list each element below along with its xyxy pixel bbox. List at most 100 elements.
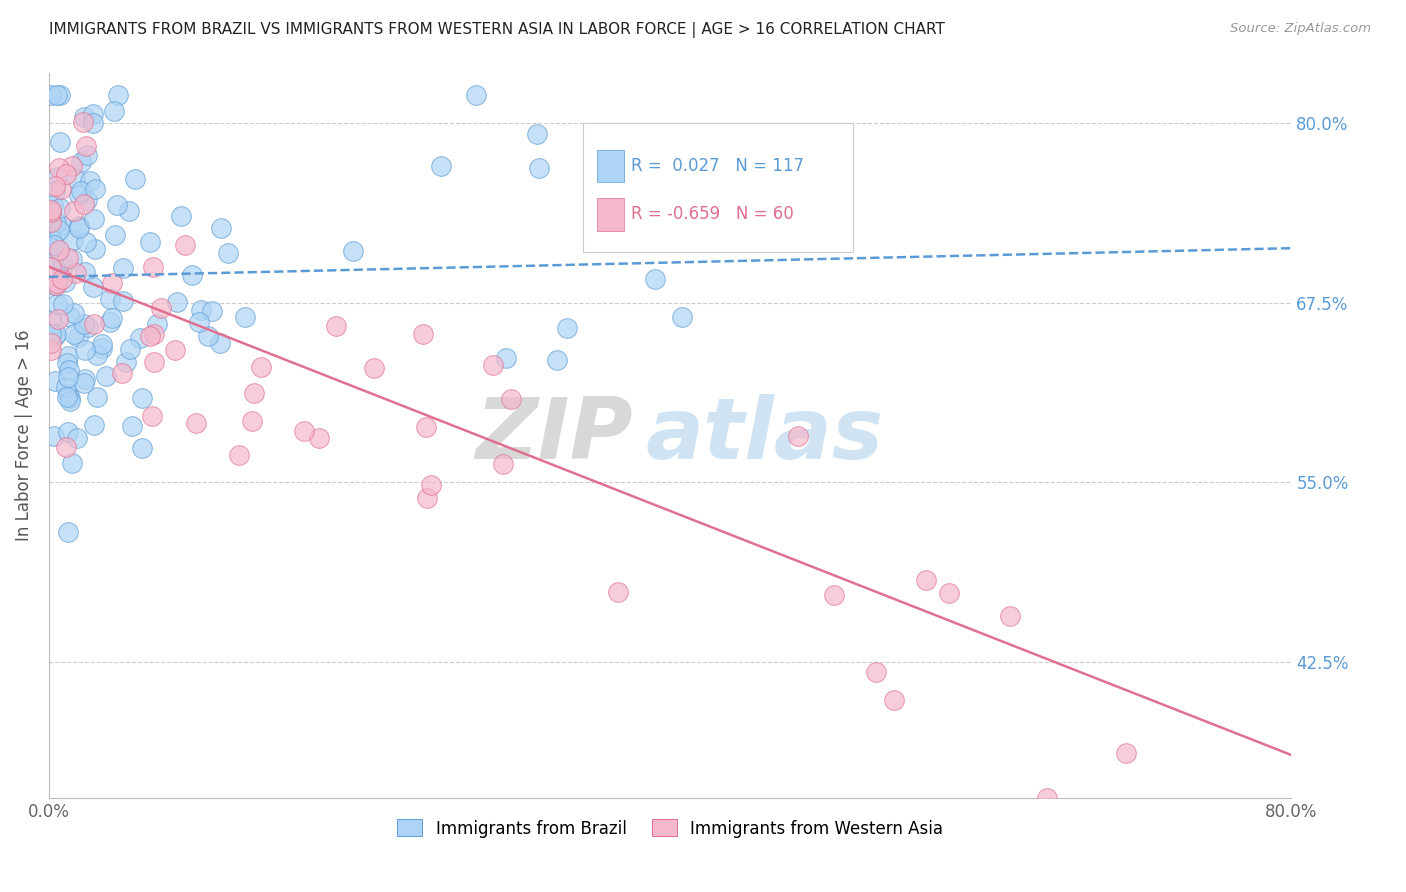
Point [62,233,84,247]
Point [546,353,568,368]
Point [170,209,193,223]
Point [67,219,90,233]
Point [112,294,135,309]
Point [111,366,134,380]
Point [76,194,98,208]
Point [39,343,62,357]
Point [174,238,197,252]
Point [1115,746,1137,760]
Point [142,260,165,274]
Point [42,237,65,252]
Point [42,429,65,443]
Point [55,167,77,181]
Point [73,265,96,279]
Point [41,234,63,248]
Point [48,244,70,258]
Point [63,306,86,320]
Point [55,390,77,404]
Point [45,87,67,102]
Point [139,235,162,250]
Y-axis label: In Labor Force | Age > 16: In Labor Force | Age > 16 [15,330,32,541]
Point [865,665,887,679]
Point [39,203,62,218]
Point [67,188,90,202]
Point [190,303,212,318]
Point [139,328,162,343]
Point [96,369,118,384]
Point [63,326,86,341]
Point [72,115,94,129]
Point [44,178,66,193]
Point [100,315,122,329]
Point [250,360,273,375]
Point [105,197,128,211]
Point [73,111,96,125]
Point [143,327,166,342]
Point [65,266,87,280]
Point [48,161,70,176]
Point [184,416,207,430]
Point [82,280,104,294]
Point [60,159,83,173]
Point [66,330,89,344]
Point [143,354,166,368]
Point [83,418,105,433]
Point [416,491,439,505]
Point [49,182,72,196]
Point [149,301,172,315]
Point [39,326,62,341]
Point [623,231,645,245]
Point [121,418,143,433]
Point [201,304,224,318]
Point [491,457,513,471]
Point [82,107,104,121]
Point [55,380,77,394]
Point [495,351,517,366]
Point [166,295,188,310]
Point [163,343,186,357]
Point [188,315,211,329]
Point [197,329,219,343]
Text: R = -0.659   N = 60: R = -0.659 N = 60 [631,205,794,223]
Point [59,310,82,325]
Point [59,394,82,409]
Point [91,341,114,355]
Point [44,277,66,292]
Point [915,573,938,587]
Point [342,244,364,258]
Point [100,277,122,291]
Point [56,369,79,384]
Point [98,292,121,306]
Point [73,317,96,331]
Point [44,329,66,343]
Point [72,376,94,390]
Point [606,584,628,599]
Point [58,363,80,377]
Point [146,317,169,331]
Point [76,319,98,334]
Point [79,174,101,188]
Point [120,343,142,357]
Point [131,392,153,406]
Point [51,255,73,269]
Text: IMMIGRANTS FROM BRAZIL VS IMMIGRANTS FROM WESTERN ASIA IN LABOR FORCE | AGE > 16: IMMIGRANTS FROM BRAZIL VS IMMIGRANTS FRO… [49,22,945,38]
Point [233,310,256,324]
Point [823,588,845,602]
Point [51,297,73,311]
Point [51,272,73,286]
Point [55,356,77,370]
Point [104,227,127,242]
Point [101,311,124,326]
Point [51,262,73,277]
Point [39,204,62,219]
Point [75,371,97,385]
Point [217,246,239,260]
Point [58,349,80,363]
Point [526,128,548,142]
Point [111,260,134,275]
Point [67,221,90,235]
Point [75,235,97,249]
Point [415,419,437,434]
Point [86,390,108,404]
Point [82,116,104,130]
